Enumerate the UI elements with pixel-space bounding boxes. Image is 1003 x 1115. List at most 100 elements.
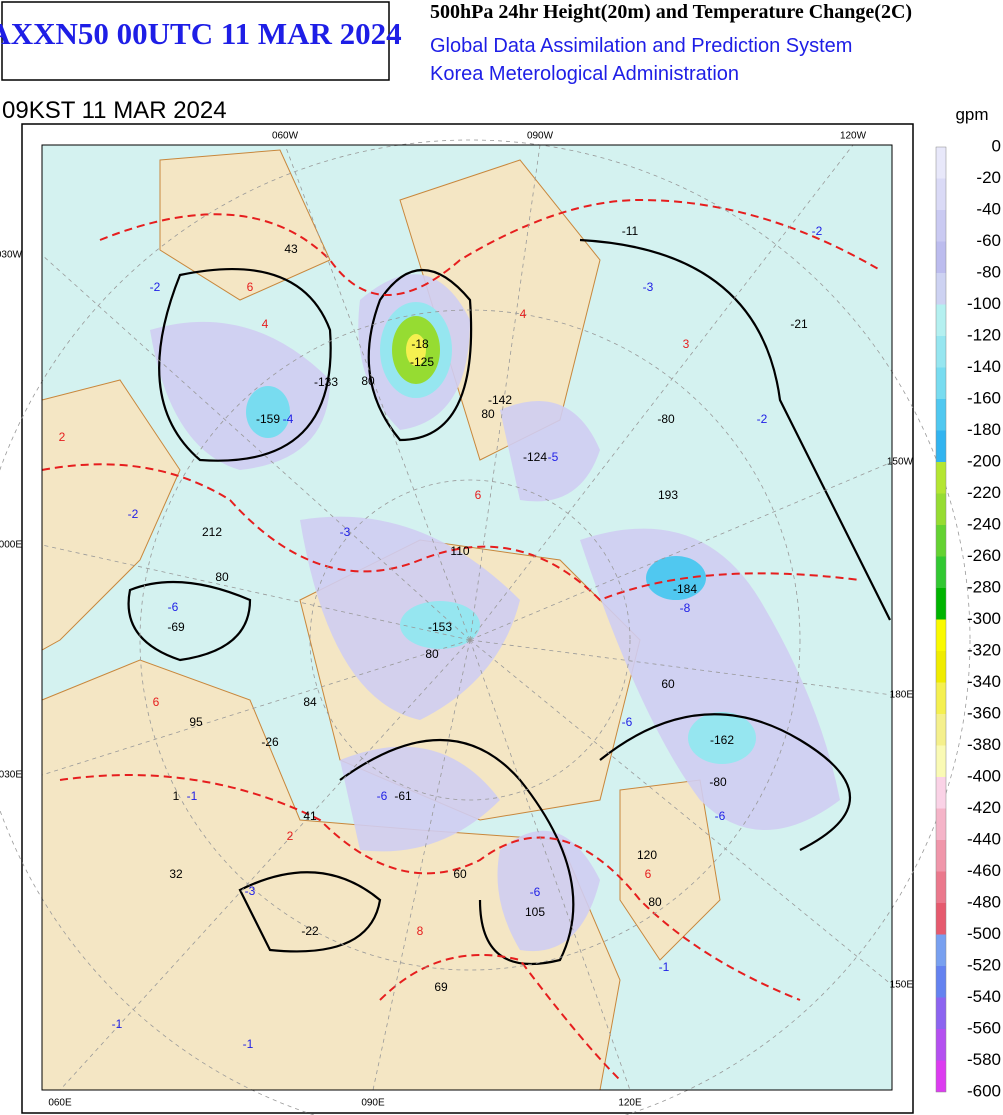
map-label: 105 <box>525 905 545 919</box>
colorbar-unit: gpm <box>955 105 988 124</box>
colorbar-label: -40 <box>976 199 1001 218</box>
colorbar-swatch <box>936 903 946 935</box>
subtitle: Korea Meterological Administration <box>430 63 739 85</box>
colorbar-label: -440 <box>967 829 1001 848</box>
colorbar-swatch <box>936 840 946 872</box>
map-label: -3 <box>245 884 256 898</box>
map-label: -159 <box>256 412 280 426</box>
map-label: 110 <box>450 544 469 558</box>
colorbar-swatch <box>936 966 946 998</box>
colorbar-label: -260 <box>967 546 1001 565</box>
map-label: 1 <box>173 789 180 803</box>
map-label: 80 <box>215 570 229 584</box>
map-label: 69 <box>434 980 448 994</box>
map-label: 212 <box>202 525 222 539</box>
longitude-label: 000E <box>0 540 22 551</box>
map-label: -5 <box>548 450 559 464</box>
colorbar-frame <box>935 146 947 1093</box>
map-label: 6 <box>645 867 652 881</box>
longitude-label: 060E <box>48 1098 72 1109</box>
map-label: 6 <box>247 280 254 294</box>
valid-time: 09KST 11 MAR 2024 <box>2 97 227 124</box>
colorbar-label: -280 <box>967 577 1001 596</box>
colorbar-swatch <box>936 714 946 746</box>
colorbar-label: -340 <box>967 672 1001 691</box>
map-label: -11 <box>622 224 639 238</box>
map-label: -26 <box>261 735 279 749</box>
map-label: 6 <box>475 488 482 502</box>
colorbar-swatch <box>936 682 946 714</box>
map-label: 60 <box>661 677 675 691</box>
colorbar-swatch <box>936 241 946 273</box>
map-label: -61 <box>394 789 412 803</box>
colorbar-label: -560 <box>967 1018 1001 1037</box>
map-label: -142 <box>488 393 512 407</box>
map-label: 8 <box>417 924 424 938</box>
map-label: 43 <box>284 242 298 256</box>
colorbar-label: -500 <box>967 924 1001 943</box>
colorbar-swatch <box>936 367 946 399</box>
map-label: 41 <box>303 809 317 823</box>
colorbar-label: -580 <box>967 1050 1001 1069</box>
longitude-label: 090E <box>361 1098 385 1109</box>
map-label: -8 <box>680 601 691 615</box>
map-label: -1 <box>187 789 198 803</box>
longitude-label: 150E <box>890 980 914 991</box>
map-label: -4 <box>283 412 294 426</box>
map-label: 2 <box>59 430 66 444</box>
map-label: -69 <box>167 620 185 634</box>
longitude-label: 180E <box>890 690 914 701</box>
colorbar-swatch <box>936 1060 946 1092</box>
longitude-label: 090W <box>527 131 554 142</box>
map-label: 120 <box>637 848 657 862</box>
colorbar-swatch <box>936 210 946 242</box>
map-label: 80 <box>648 895 662 909</box>
colorbar-swatch <box>936 462 946 494</box>
map-label: 4 <box>262 317 269 331</box>
map-label: -22 <box>301 924 319 938</box>
colorbar-label: 0 <box>992 136 1001 155</box>
map-label: -2 <box>128 507 139 521</box>
colorbar-label: -120 <box>967 325 1001 344</box>
colorbar-label: -460 <box>967 861 1001 880</box>
map-label: -124 <box>523 450 547 464</box>
map-label: -21 <box>790 317 808 331</box>
map-label: -1 <box>659 960 670 974</box>
colorbar-label: -360 <box>967 703 1001 722</box>
map-label: -3 <box>340 525 351 539</box>
map-label: -18 <box>411 337 429 351</box>
colorbar-label: -420 <box>967 798 1001 817</box>
map-label: -153 <box>428 620 452 634</box>
map-label: -80 <box>709 775 727 789</box>
colorbar-swatch <box>936 997 946 1029</box>
title-box <box>1 1 390 81</box>
colorbar-label: -100 <box>967 294 1001 313</box>
colorbar-swatch <box>936 745 946 777</box>
subtitle: Global Data Assimilation and Prediction … <box>430 35 852 57</box>
map-label: -125 <box>410 355 434 369</box>
longitude-label: 150W <box>887 457 914 468</box>
colorbar-label: -180 <box>967 420 1001 439</box>
map <box>0 123 971 1115</box>
longitude-label: 030W <box>0 250 23 261</box>
colorbar-swatch <box>936 651 946 683</box>
colorbar-swatch <box>936 556 946 588</box>
map-label: -1 <box>112 1017 123 1031</box>
title: 500hPa 24hr Height(20m) and Temperature … <box>430 1 912 23</box>
colorbar-label: -300 <box>967 609 1001 628</box>
map-label: -80 <box>657 412 675 426</box>
colorbar-swatch <box>936 147 946 179</box>
colorbar-label: -200 <box>967 451 1001 470</box>
colorbar-swatch <box>936 1029 946 1061</box>
map-label: -1 <box>243 1037 254 1051</box>
code-title: AXXN50 00UTC 11 MAR 2024 <box>0 16 402 51</box>
map-label: 3 <box>683 337 690 351</box>
map-label: -6 <box>622 715 633 729</box>
map-label: -6 <box>377 789 388 803</box>
longitude-label: 120W <box>840 131 867 142</box>
map-label: 84 <box>303 695 317 709</box>
colorbar-label: -160 <box>967 388 1001 407</box>
colorbar-swatch <box>936 525 946 557</box>
colorbar-label: -60 <box>976 231 1001 250</box>
